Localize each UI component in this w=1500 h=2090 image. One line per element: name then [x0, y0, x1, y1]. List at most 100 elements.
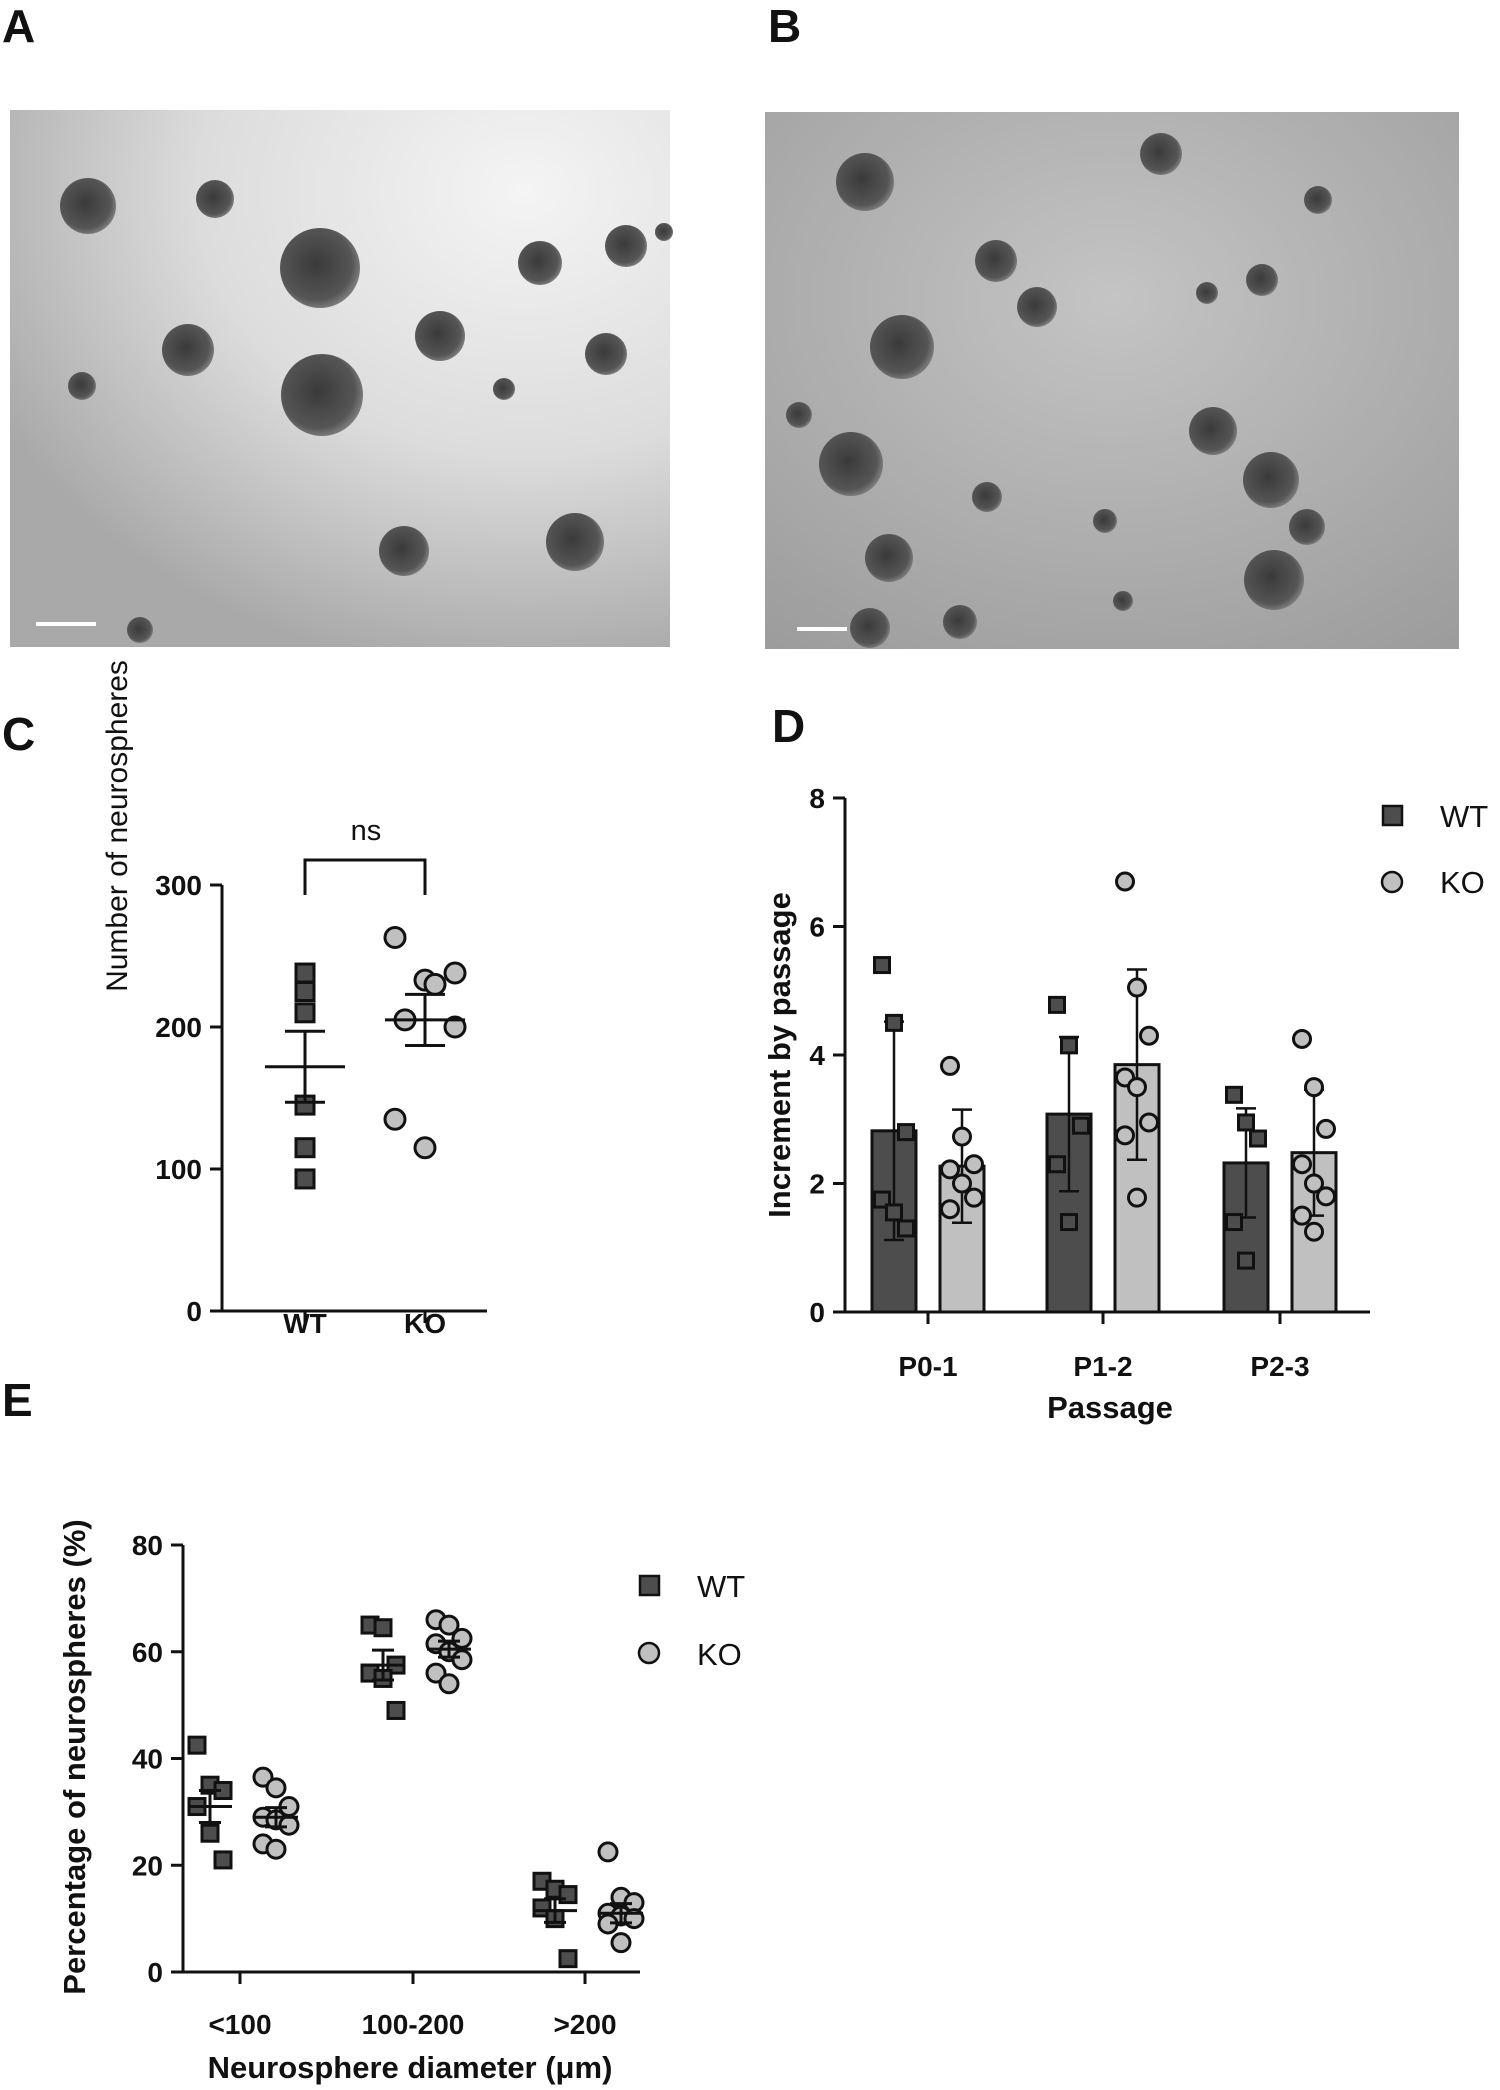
chart-d-point-wt — [873, 956, 891, 975]
panel-letter-e: E — [2, 1374, 33, 1426]
chart-c-point-wt — [294, 962, 316, 984]
chart-c-point-ko — [443, 961, 467, 985]
legend-wt-marker — [1381, 804, 1404, 827]
chart-e-point-ko — [278, 1814, 300, 1836]
panel-letter-b: B — [768, 0, 801, 52]
panel-letter-c: C — [2, 708, 35, 760]
chart-c-point-ko — [383, 1107, 407, 1131]
chart-d-point-ko — [1304, 1077, 1324, 1098]
chart-c-point-wt — [294, 1002, 316, 1024]
legend-wt-marker — [638, 1574, 661, 1597]
chart-d-point-ko — [1316, 1118, 1336, 1139]
chart-e-axes — [171, 1543, 640, 1984]
chart-e-legend: WT KO — [637, 1569, 745, 1672]
chart-e-point-wt — [373, 1618, 393, 1638]
chart-d-point-ko — [1115, 1125, 1135, 1146]
legend-ko-marker — [637, 1641, 661, 1665]
chart-e-xtick-lt100: <100 — [208, 2009, 271, 2040]
legend-ko-marker — [1380, 870, 1404, 894]
panel-letter-d: D — [772, 700, 805, 752]
chart-d-point-ko — [1304, 1221, 1324, 1242]
chart-c-ylabel: Number of neurospheres — [101, 660, 134, 992]
chart-e-xlabel: Neurosphere diameter (μm) — [208, 2050, 613, 2085]
chart-d-point-wt — [873, 1190, 891, 1209]
chart-d-point-ko — [1292, 1028, 1312, 1049]
chart-d-point-ko — [1127, 1187, 1147, 1208]
chart-d-point-wt — [1237, 1251, 1255, 1270]
chart-c-ytick-label: 0 — [186, 1296, 202, 1327]
chart-d-point-ko — [940, 1199, 960, 1220]
chart-c-axes — [210, 883, 487, 1323]
chart-d-point-wt — [1225, 1085, 1243, 1104]
chart-d-xlabel: Passage — [1047, 1390, 1173, 1425]
chart-d-point-wt — [1237, 1113, 1255, 1132]
chart-e-point-ko — [597, 1841, 619, 1863]
micrograph-b — [765, 112, 1459, 649]
chart-e-point-ko — [425, 1662, 447, 1684]
chart-c-significance-bracket — [303, 858, 427, 895]
chart-c-point-wt — [294, 981, 316, 1002]
chart-d-point-ko — [1292, 1154, 1312, 1175]
chart-d-ytick-label: 6 — [809, 912, 825, 943]
chart-e-xtick-gt200: >200 — [553, 2009, 616, 2040]
chart-d-point-ko — [964, 1154, 984, 1175]
chart-d-point-ko — [1127, 1077, 1147, 1098]
chart-e-point-wt — [200, 1823, 220, 1843]
chart-d-point-wt — [1048, 995, 1066, 1014]
chart-d-point-wt — [885, 1203, 903, 1222]
chart-e-ytick-label: 80 — [132, 1530, 163, 1561]
chart-c-point-ko — [383, 926, 407, 950]
chart-d-point-ko — [1127, 977, 1147, 998]
chart-d-point-wt — [885, 1013, 903, 1032]
chart-d-point-ko — [1139, 1025, 1159, 1046]
chart-e-point-ko — [265, 1838, 287, 1860]
legend-wt-label: WT — [1440, 799, 1488, 834]
chart-c-xtick-ko: KO — [404, 1308, 446, 1339]
chart-e-point-ko — [438, 1614, 460, 1636]
chart-d-ticks: 0 2 4 6 8 — [809, 783, 825, 1328]
panel-letter-a: A — [2, 0, 35, 52]
chart-e-point-wt — [558, 1949, 578, 1969]
chart-d-axes — [833, 796, 1370, 1324]
chart-e-point-ko — [610, 1932, 632, 1954]
chart-e-ytick-label: 40 — [132, 1744, 163, 1775]
chart-c-point-ko — [423, 972, 447, 996]
chart-d-ytick-label: 2 — [809, 1169, 825, 1200]
chart-e-point-ko — [438, 1673, 460, 1695]
chart-c-marks — [265, 926, 467, 1190]
chart-d-legend: WT KO — [1380, 799, 1488, 900]
chart-d-point-wt — [1060, 1036, 1078, 1055]
chart-c-xtick-wt: WT — [283, 1308, 327, 1339]
chart-d-point-wt — [897, 1219, 915, 1238]
chart-d-marks — [870, 871, 1338, 1314]
chart-d-xtick-p01: P0-1 — [898, 1351, 957, 1382]
chart-c-point-wt — [294, 1137, 316, 1159]
chart-d-point-wt — [1060, 1213, 1078, 1232]
chart-d-point-wt — [1072, 1116, 1090, 1135]
chart-d-xtick-p12: P1-2 — [1073, 1351, 1132, 1382]
chart-c-point-ko — [413, 1136, 437, 1160]
chart-d-point-ko — [1304, 1173, 1324, 1194]
chart-d-point-ko — [1316, 1186, 1336, 1207]
legend-wt-label: WT — [697, 1569, 745, 1604]
chart-e-point-ko — [252, 1766, 274, 1788]
chart-d-point-wt — [897, 1123, 915, 1142]
chart-d-point-ko — [952, 1173, 972, 1194]
chart-d-point-ko — [1292, 1205, 1312, 1226]
chart-d-xtick-p23: P2-3 — [1250, 1351, 1309, 1382]
chart-d-point-ko — [940, 1055, 960, 1076]
legend-ko-label: KO — [697, 1637, 742, 1672]
chart-d-ytick-label: 8 — [809, 783, 825, 814]
chart-e-ytick-label: 0 — [147, 1957, 163, 1988]
chart-e-ticks: 0 20 40 60 80 — [132, 1530, 163, 1988]
chart-e-point-ko — [451, 1649, 473, 1671]
chart-e-point-wt — [213, 1850, 233, 1870]
chart-e-point-wt — [386, 1700, 406, 1720]
chart-c-ytick-label: 100 — [155, 1154, 202, 1185]
chart-d-point-ko — [1139, 1112, 1159, 1133]
chart-e-point-ko — [451, 1627, 473, 1649]
legend-ko-label: KO — [1440, 865, 1485, 900]
chart-e-point-wt — [187, 1735, 207, 1755]
